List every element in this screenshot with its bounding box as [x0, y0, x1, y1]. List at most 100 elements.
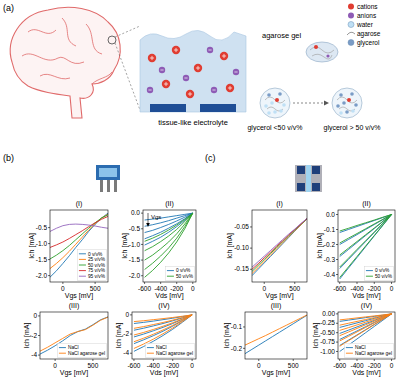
legend-swatch	[167, 276, 174, 277]
gel-drop	[260, 88, 290, 118]
curve	[252, 218, 307, 275]
legend-marker	[347, 32, 355, 35]
zoom-line	[115, 26, 140, 37]
y-axis-label: Ich [mA]	[312, 323, 320, 349]
plot-frame	[245, 312, 307, 359]
legend-label: 75 v/v%	[88, 268, 106, 273]
y-tick	[141, 275, 143, 276]
legend: NaClNaCl agarose gel	[145, 343, 194, 357]
curve	[340, 314, 392, 346]
data-group	[245, 315, 307, 354]
legend-marker	[348, 4, 354, 10]
legend-label: NaCl agarose gel	[68, 351, 105, 356]
curve	[340, 314, 392, 341]
curve	[340, 215, 392, 256]
water	[339, 111, 343, 115]
icon-channel	[96, 165, 120, 180]
x-tick-label: 0	[53, 362, 57, 369]
legend: 0 v/v%25 v/v%50 v/v%75 v/v%95 v/v%	[77, 250, 106, 281]
curve	[340, 215, 392, 268]
y-tick	[141, 228, 143, 229]
legend-swatch	[79, 276, 86, 277]
icon-pad	[312, 183, 320, 191]
legend-marker	[348, 13, 354, 19]
plot-area	[132, 312, 196, 359]
y-tick	[141, 260, 143, 261]
icon-channel	[99, 168, 117, 177]
anion-sign	[184, 78, 187, 79]
y-tick-label: -1.00	[320, 348, 335, 355]
chart-title: (III)	[271, 302, 282, 310]
x-tick-label: 500	[289, 285, 300, 292]
curve	[340, 314, 392, 331]
zoom-line	[115, 43, 140, 110]
anion-sign	[208, 50, 211, 51]
brain-gyrus	[86, 24, 102, 54]
y-tick	[130, 353, 132, 354]
annotation: Vgs	[151, 214, 161, 220]
water	[282, 103, 286, 107]
legend-swatch	[79, 270, 86, 271]
x-tick-label: -200	[166, 362, 179, 369]
anion	[211, 87, 217, 93]
curve	[145, 213, 193, 251]
anion	[159, 67, 165, 73]
glycerol	[267, 93, 271, 97]
glycerol	[342, 101, 346, 105]
caption: tissue-like electrolyte	[158, 118, 228, 127]
legend-swatch	[79, 253, 86, 254]
y-tick-label: -2	[123, 330, 129, 337]
cation	[314, 45, 318, 49]
chart-title: (IV)	[158, 302, 169, 310]
curve	[340, 215, 392, 245]
legend-label: 0 v/v%	[375, 268, 390, 273]
y-tick	[141, 244, 143, 245]
x-axis-label: Vds [mV]	[352, 292, 380, 300]
anion-sign	[148, 90, 151, 91]
curve	[245, 315, 307, 345]
y-tick-label: -1.5	[129, 256, 141, 263]
x-tick-label: 500	[288, 362, 299, 369]
curve	[134, 315, 192, 330]
legend-label: 0 v/v%	[176, 268, 191, 273]
glycerol-low-label: glycerol <50 v/v%	[247, 124, 302, 132]
legend-marker	[348, 22, 354, 28]
legend-swatch	[79, 259, 86, 260]
chart: -600-400-20000-2-4NaClNaCl agarose gel(I…	[115, 302, 196, 377]
water	[279, 109, 283, 113]
y-tick-label: -2	[31, 332, 37, 339]
brain-gyrus	[92, 72, 112, 84]
x-tick-label: -600	[138, 285, 151, 292]
glycerol-high-label: glycerol > 50 v/v%	[324, 124, 381, 132]
y-tick-label: -0.2	[324, 241, 336, 248]
cation	[194, 64, 202, 72]
y-tick-label: -0.25	[320, 319, 335, 326]
legend-label: 50 v/v%	[375, 274, 393, 279]
plot-frame	[338, 312, 395, 359]
curve	[340, 215, 392, 257]
glycerol	[339, 93, 343, 97]
device-icon-b	[96, 165, 120, 192]
curve	[145, 213, 193, 245]
legend-label: glycerol	[357, 39, 380, 47]
y-tick-label: -4	[123, 349, 129, 356]
y-tick-label: 0.00	[322, 310, 335, 317]
y-tick-label: -0.50	[320, 329, 335, 336]
legend-label: 50 v/v%	[176, 274, 194, 279]
x-axis-label: Vgs [mV]	[262, 369, 290, 377]
curve	[50, 216, 108, 247]
legend-swatch	[147, 353, 154, 354]
y-tick	[130, 334, 132, 335]
y-axis-label: Ich [mA]	[316, 233, 324, 259]
legend-frame	[165, 266, 194, 280]
legend-frame	[77, 250, 106, 281]
plot-area	[338, 210, 395, 282]
anion	[183, 75, 189, 81]
anion-sign	[160, 70, 163, 71]
chart-title: (II)	[165, 200, 174, 208]
y-tick-label: -0.05	[234, 223, 249, 230]
cation	[226, 84, 234, 92]
legend-swatch	[346, 353, 353, 354]
cation-sign	[228, 86, 232, 90]
legend-frame	[344, 343, 393, 357]
